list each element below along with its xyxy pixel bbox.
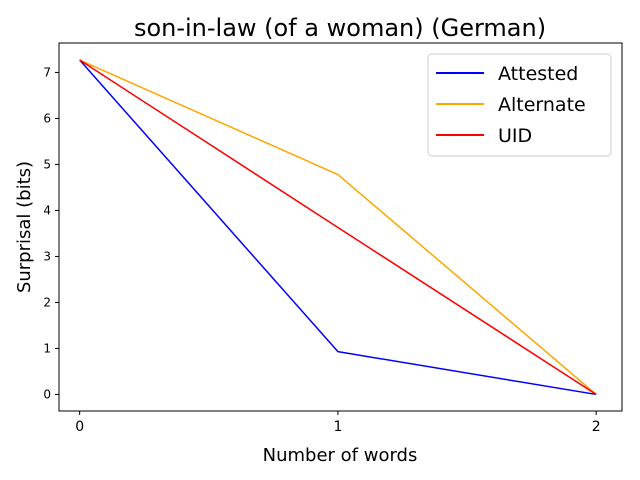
y-tick-label: 5 xyxy=(43,157,51,171)
legend-entries: Attested Alternate UID xyxy=(436,63,586,147)
series-line-attested xyxy=(79,59,597,396)
y-tick-label: 3 xyxy=(43,249,51,263)
series-line-uid xyxy=(79,59,597,396)
x-tick-label: 0 xyxy=(75,419,84,435)
plot-lines xyxy=(79,59,597,396)
y-tick-label: 7 xyxy=(43,65,51,79)
x-tick-label: 2 xyxy=(592,419,601,435)
y-tick-label: 6 xyxy=(43,111,51,125)
y-tick-label: 0 xyxy=(43,387,51,401)
plot-frame xyxy=(58,42,623,412)
chart-title: son-in-law (of a woman) (German) xyxy=(134,14,546,42)
legend-label-uid: UID xyxy=(498,125,532,147)
legend-label-alternate: Alternate xyxy=(498,94,586,116)
axis-ticks: 0 1 2 0 1 2 3 4 5 6 7 xyxy=(43,65,600,435)
legend-box xyxy=(427,53,612,157)
legend-label-attested: Attested xyxy=(498,63,578,85)
y-tick-label: 1 xyxy=(43,341,51,355)
x-axis-label: Number of words xyxy=(263,445,418,466)
y-axis-label: Surprisal (bits) xyxy=(14,161,35,293)
legend: Attested Alternate UID xyxy=(427,53,612,157)
x-tick-label: 1 xyxy=(333,419,342,435)
y-tick-label: 4 xyxy=(43,203,51,217)
y-tick-label: 2 xyxy=(43,295,51,309)
series-line-alternate xyxy=(79,59,597,396)
